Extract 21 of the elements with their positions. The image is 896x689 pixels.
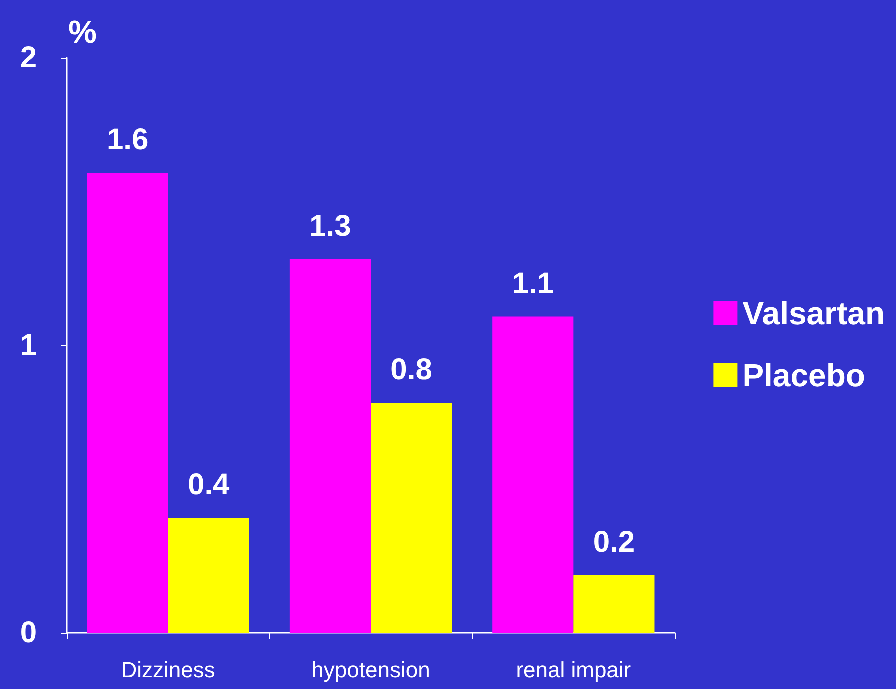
y-tick-label: 2 [20,42,37,74]
y-tick-label: 0 [20,616,37,650]
bar [371,403,452,633]
bar [574,576,655,633]
bar [168,518,250,633]
legend-label: Valsartan [742,296,885,332]
bar [290,259,371,633]
data-label: 1.6 [106,124,149,156]
data-label: 0.4 [188,468,230,502]
x-tick-label: Dizziness [121,658,216,682]
y-tick-label: 1 [20,329,37,362]
bar [87,173,168,633]
data-label: 0.2 [593,526,636,559]
data-label: 0.8 [390,354,432,386]
data-label: 1.1 [512,267,554,300]
x-tick-label: renal impair [516,658,632,682]
legend-label: Placebo [742,358,866,394]
data-label: 1.3 [310,210,352,243]
y-axis-title: % [68,14,97,50]
x-tick-label: hypotension [312,658,430,682]
bar [492,316,574,633]
